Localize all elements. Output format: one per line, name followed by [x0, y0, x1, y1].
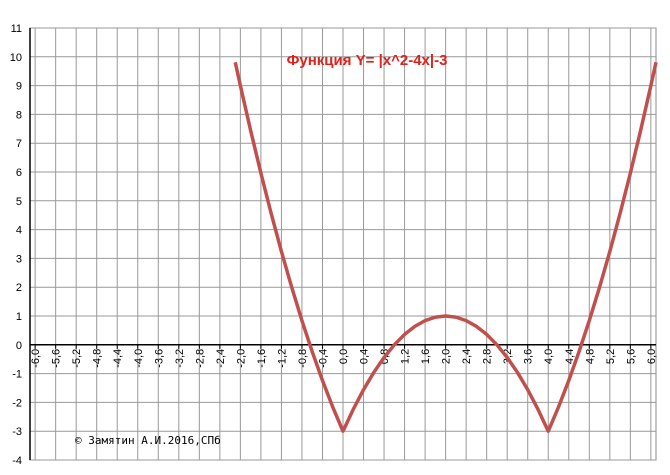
x-tick-label: -5,2 — [71, 349, 83, 368]
x-tick-label: -1,6 — [256, 349, 268, 368]
x-tick-label: 6,0 — [646, 349, 658, 364]
y-tick-label: 9 — [16, 81, 22, 93]
x-tick-label: -4,4 — [112, 349, 124, 368]
y-tick-label: 11 — [11, 23, 22, 35]
x-tick-label: -4,0 — [133, 349, 145, 368]
x-tick-label: -3,6 — [153, 349, 165, 368]
x-tick-label: 5,2 — [605, 349, 617, 364]
y-tick-label: 5 — [16, 196, 22, 208]
x-tick-label: -6,0 — [30, 349, 42, 368]
y-tick-label: 3 — [16, 253, 22, 265]
y-tick-label: 8 — [16, 109, 22, 121]
x-tick-label: 5,6 — [625, 349, 637, 364]
x-tick-label: 2,8 — [482, 349, 494, 364]
chart-title: Функция Y= |x^2-4x|-3 — [287, 52, 448, 69]
y-tick-label: -1 — [12, 369, 22, 381]
x-tick-label: -2,8 — [194, 349, 206, 368]
y-tick-label: -2 — [12, 397, 22, 409]
x-tick-label: 4,4 — [564, 349, 576, 364]
y-tick-label: -3 — [12, 426, 22, 438]
x-tick-label: 4,0 — [543, 349, 555, 364]
x-tick-label: -2,0 — [235, 349, 247, 368]
x-tick-label: 0,4 — [359, 349, 371, 364]
y-tick-label: 10 — [10, 52, 22, 64]
x-tick-label: 1,6 — [420, 349, 432, 364]
x-tick-label: 2,4 — [461, 349, 473, 364]
x-tick-label: -0,8 — [297, 349, 309, 368]
x-tick-label: 1,2 — [400, 349, 412, 364]
x-tick-label: -1,2 — [276, 349, 288, 368]
x-tick-label: -5,6 — [51, 349, 63, 368]
x-tick-label: 2,0 — [441, 349, 453, 364]
x-tick-label: 0,0 — [338, 349, 350, 364]
x-tick-label: -0,4 — [317, 349, 329, 368]
y-tick-label: -4 — [12, 455, 22, 467]
x-tick-label: 4,8 — [584, 349, 596, 364]
line-series — [233, 61, 658, 433]
y-tick-label: 2 — [16, 282, 22, 294]
x-tick-label: -4,8 — [92, 349, 104, 368]
annotation: © Замятин А.И.2016,СПб — [75, 434, 221, 447]
y-tick-label: 0 — [16, 340, 22, 352]
y-tick-label: 7 — [16, 138, 22, 150]
x-tick-label: 3,6 — [523, 349, 535, 364]
x-tick-label: -2,4 — [215, 349, 227, 368]
y-tick-label: 6 — [16, 167, 22, 179]
y-tick-label: 1 — [16, 311, 22, 323]
x-tick-label: -3,2 — [174, 349, 186, 368]
y-tick-label: 4 — [16, 225, 22, 237]
